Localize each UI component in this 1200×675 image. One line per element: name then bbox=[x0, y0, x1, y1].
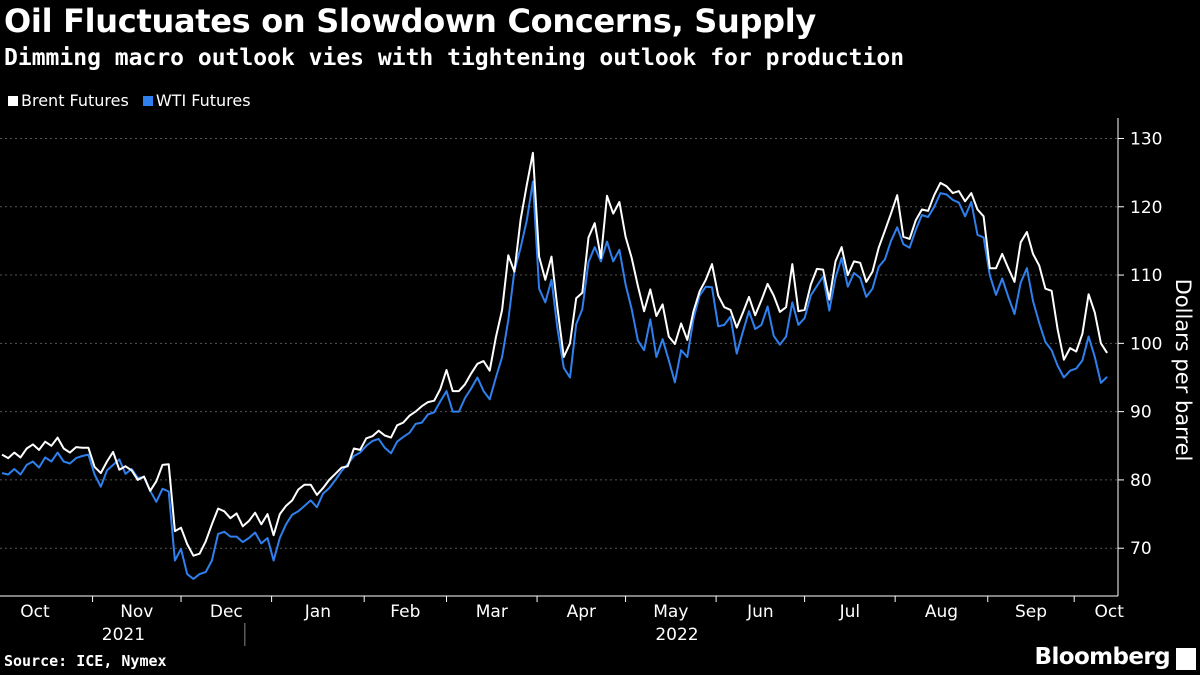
x-tick-label-sep-11: Sep bbox=[1015, 602, 1047, 622]
bloomberg-terminal-icon bbox=[1176, 648, 1196, 670]
legend-label-wti: WTI Futures bbox=[155, 91, 251, 110]
y-tick-label-110: 110 bbox=[1130, 266, 1162, 286]
chart-subtitle: Dimming macro outlook vies with tighteni… bbox=[4, 45, 905, 71]
legend-label-brent: Brent Futures bbox=[21, 91, 129, 110]
x-tick-label-aug-10: Aug bbox=[925, 602, 958, 622]
x-tick-label-jan-3: Jan bbox=[304, 602, 331, 622]
x-tick-label-apr-6: Apr bbox=[567, 602, 596, 622]
legend-item-brent: Brent Futures bbox=[8, 91, 129, 110]
bloomberg-logo: Bloomberg bbox=[1034, 644, 1171, 670]
y-tick-label-100: 100 bbox=[1130, 334, 1162, 354]
series-line-wti bbox=[1, 180, 1108, 580]
x-tick-label-feb-4: Feb bbox=[390, 602, 420, 622]
x-tick-label-nov-1: Nov bbox=[120, 602, 153, 622]
y-tick-label-90: 90 bbox=[1130, 403, 1152, 423]
y-tick-label-130: 130 bbox=[1130, 129, 1162, 149]
source-note: Source: ICE, Nymex bbox=[4, 652, 167, 670]
series-line-brent bbox=[1, 151, 1108, 557]
legend: Brent Futures WTI Futures bbox=[8, 91, 251, 110]
y-tick-label-70: 70 bbox=[1130, 539, 1152, 559]
legend-item-wti: WTI Futures bbox=[142, 91, 251, 110]
year-label-2021: 2021 bbox=[102, 625, 145, 645]
x-tick-label-dec-2: Dec bbox=[210, 602, 243, 622]
legend-swatch-wti bbox=[142, 95, 153, 106]
legend-swatch-brent bbox=[8, 95, 18, 106]
y-axis-title: Dollars per barrel bbox=[1171, 279, 1195, 462]
x-tick-label-jul-9: Jul bbox=[839, 602, 861, 622]
year-label-2022: 2022 bbox=[655, 625, 698, 645]
y-tick-label-80: 80 bbox=[1130, 471, 1152, 491]
x-tick-label-mar-5: Mar bbox=[476, 602, 508, 622]
x-tick-label-may-7: May bbox=[653, 602, 688, 622]
x-tick-label-oct-12: Oct bbox=[1094, 602, 1124, 622]
x-tick-label-oct-0: Oct bbox=[20, 602, 50, 622]
y-tick-label-120: 120 bbox=[1130, 198, 1162, 218]
chart-title: Oil Fluctuates on Slowdown Concerns, Sup… bbox=[4, 2, 816, 40]
x-tick-label-jun-8: Jun bbox=[746, 602, 774, 622]
